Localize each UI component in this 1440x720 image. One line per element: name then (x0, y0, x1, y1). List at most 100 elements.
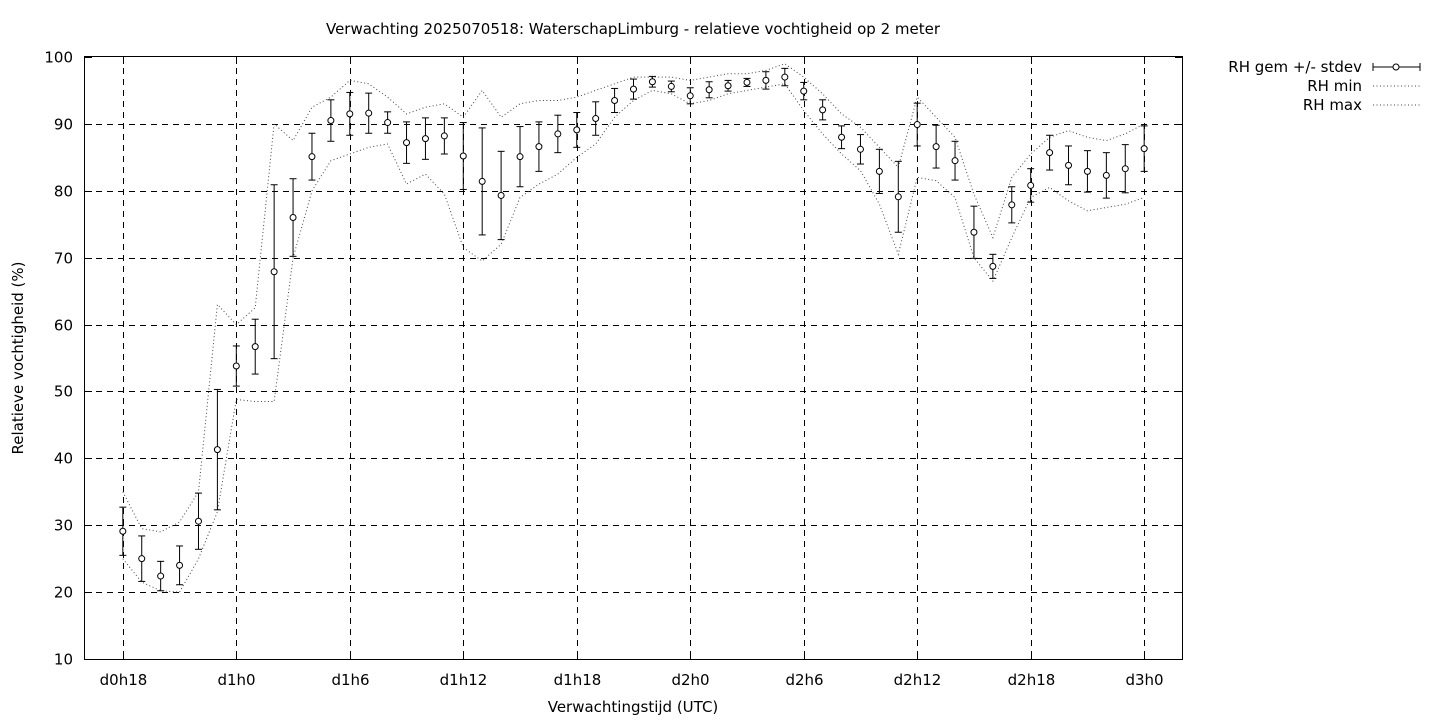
errorbar (270, 184, 278, 360)
data-point (516, 153, 524, 161)
errorbar (157, 560, 165, 592)
errorbar (838, 125, 846, 150)
data-point (459, 152, 467, 160)
y-tick-label: 90 (54, 116, 73, 134)
data-point (308, 153, 316, 161)
y-tick-label: 50 (54, 383, 73, 401)
errorbar (875, 148, 883, 194)
x-tick-label: d1h0 (217, 671, 255, 689)
data-point (289, 214, 297, 222)
errorbar (611, 87, 619, 114)
errorbar (365, 92, 373, 134)
data-point (970, 228, 978, 236)
data-point (592, 115, 600, 123)
errorbar (516, 126, 524, 188)
errorbar (970, 205, 978, 259)
errorbar (346, 91, 354, 136)
data-point (762, 76, 770, 84)
data-point (932, 143, 940, 151)
data-point (346, 110, 354, 118)
y-tick-label: 10 (54, 651, 73, 669)
chart-title: Verwachting 2025070518: WaterschapLimbur… (326, 20, 941, 38)
errorbar (327, 99, 335, 142)
errorbar (913, 102, 921, 147)
x-tick-label: d2h12 (894, 671, 942, 689)
errorbar (1083, 150, 1091, 193)
errorbar (743, 77, 751, 87)
errorbar (667, 80, 675, 93)
data-point (630, 85, 637, 93)
errorbar (1046, 134, 1054, 171)
data-point (365, 109, 373, 117)
y-tick-label: 30 (54, 517, 73, 535)
legend-marker (1392, 63, 1400, 71)
errorbar (251, 318, 259, 375)
x-tick-label: d2h6 (785, 671, 823, 689)
errorbar (308, 132, 316, 181)
data-point (251, 343, 259, 351)
data-point (1046, 149, 1054, 157)
errorbar (138, 535, 146, 582)
x-tick-label: d1h12 (440, 671, 488, 689)
data-point (440, 132, 448, 140)
data-point (705, 86, 713, 94)
errorbar (232, 345, 240, 387)
legend-label: RH min (1307, 77, 1362, 95)
x-tick-label: d1h6 (331, 671, 369, 689)
errorbar (421, 117, 429, 160)
errorbar (705, 81, 713, 99)
errorbar (1140, 125, 1148, 172)
data-point (724, 82, 732, 90)
errorbar (1102, 152, 1110, 199)
errorbar (724, 79, 732, 92)
errorbar (440, 117, 448, 155)
plot-frame (84, 56, 1183, 660)
data-point (554, 130, 562, 138)
data-point (856, 145, 864, 153)
data-point (157, 572, 165, 580)
errorbar (762, 71, 770, 90)
data-point (1065, 161, 1073, 169)
errorbar (1121, 144, 1129, 194)
data-point (478, 177, 486, 185)
data-point (667, 82, 675, 90)
y-tick-label: 80 (54, 183, 73, 201)
errorbar (932, 124, 940, 169)
errorbar (213, 388, 221, 511)
data-point (819, 106, 827, 114)
data-point (1027, 181, 1035, 189)
x-axis-label: Verwachtingstijd (UTC) (548, 698, 719, 716)
data-point (913, 121, 921, 129)
data-point (176, 561, 184, 569)
y-tick-label: 20 (54, 584, 73, 602)
data-point (1008, 201, 1016, 209)
data-point (119, 527, 127, 535)
x-tick-label: d2h18 (1008, 671, 1056, 689)
errorbar (289, 178, 297, 257)
data-point (535, 143, 543, 151)
errorbar (819, 99, 827, 121)
data-point (213, 446, 221, 454)
errorbar (781, 67, 789, 87)
y-tick-label: 100 (44, 49, 73, 67)
data-point (497, 191, 505, 199)
data-point (270, 268, 278, 276)
axes: 10 20 30 40 50 60 70 80 90 100 d0h18 d1h0 d1h6 d1h12 d… (44, 49, 1182, 689)
data-point (421, 135, 429, 143)
data-point (951, 157, 959, 165)
data-point (327, 117, 335, 125)
data-point (743, 78, 751, 86)
series-line-rh-min (122, 83, 1145, 593)
errorbar (119, 506, 127, 556)
data-point (1102, 171, 1110, 179)
y-tick-label: 60 (54, 317, 73, 335)
errorbar (856, 134, 864, 165)
data-point (1140, 145, 1148, 153)
errorbar (1027, 168, 1035, 203)
x-tick-label: d0h18 (100, 671, 148, 689)
errorbar (800, 81, 808, 101)
x-tick-label: d3h0 (1125, 671, 1163, 689)
errorbar (497, 150, 505, 241)
data-point (1121, 165, 1129, 173)
